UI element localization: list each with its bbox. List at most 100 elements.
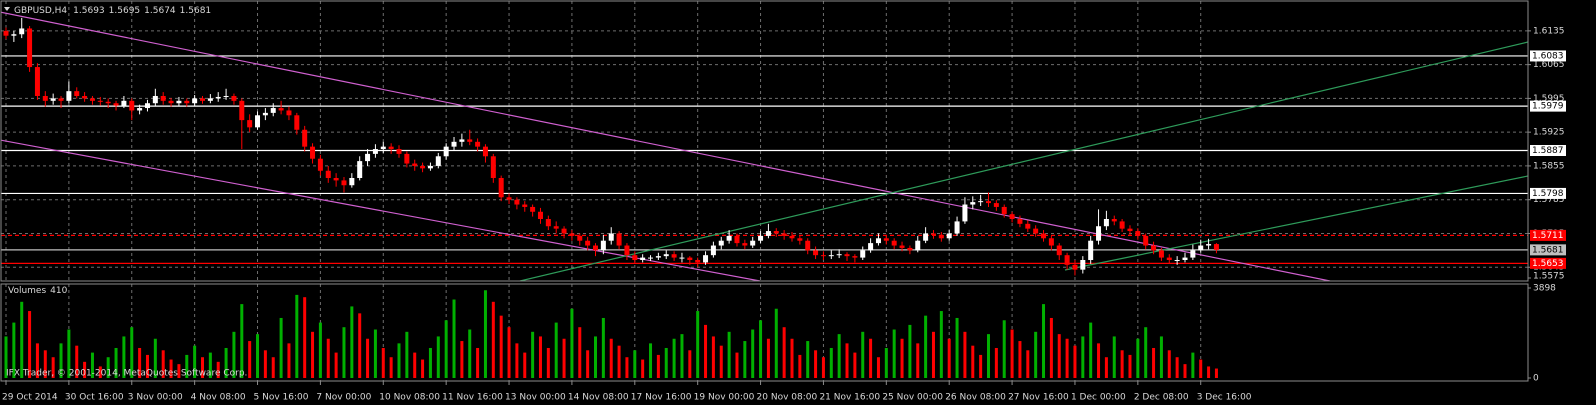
volume-bar — [483, 290, 487, 378]
y-tick-label: 0 — [1533, 374, 1539, 384]
candle-body — [915, 240, 921, 251]
volume-bar — [216, 361, 220, 378]
volume-bar — [759, 320, 763, 378]
candle-body — [121, 100, 127, 106]
volume-bar — [1144, 327, 1148, 378]
price-level-box — [1530, 100, 1566, 112]
volume-bar — [185, 354, 189, 378]
volume-bar — [586, 350, 590, 378]
candle-body — [1064, 255, 1070, 265]
candle-body — [577, 235, 583, 241]
candle-body — [231, 95, 237, 101]
volume-bar — [908, 324, 912, 378]
volume-bar — [1159, 336, 1163, 378]
candle-body — [765, 231, 771, 236]
y-tick-label: 1.6135 — [1533, 26, 1565, 36]
volume-bar — [1207, 366, 1211, 378]
candle-body — [687, 257, 693, 260]
volume-bar — [476, 347, 480, 378]
volume-bar — [1120, 350, 1124, 378]
candle-body — [820, 255, 826, 257]
x-tick-label: 3 Nov 00:00 — [128, 393, 183, 403]
candle-body — [1033, 228, 1039, 234]
candle-body — [1096, 226, 1102, 241]
candle-body — [255, 115, 261, 128]
volume-bar — [711, 336, 715, 378]
candle-body — [695, 259, 701, 263]
candle-body — [986, 201, 991, 204]
volume-bar — [1081, 336, 1085, 378]
candle-body — [868, 243, 874, 251]
candle-body — [813, 250, 819, 256]
candle-body — [34, 67, 40, 96]
y-tick-label: 1.6065 — [1533, 60, 1565, 70]
candle-body — [1135, 231, 1141, 236]
volume-bar — [169, 359, 173, 378]
candle-body — [380, 146, 386, 150]
volume-bar — [444, 320, 448, 378]
volume-bar — [389, 357, 393, 378]
candle-body — [632, 255, 638, 260]
volume-bar — [719, 345, 723, 378]
volume-bar — [1065, 338, 1069, 378]
volume-bar — [562, 338, 566, 378]
volume-bar — [507, 327, 511, 378]
volume-bar — [1057, 334, 1061, 378]
candle-body — [970, 202, 976, 205]
candle-body — [372, 149, 378, 154]
candle-body — [1001, 206, 1007, 215]
volume-bar — [1175, 357, 1179, 378]
volume-bar — [664, 347, 668, 378]
candle-body — [1158, 250, 1164, 258]
volume-bar — [1089, 322, 1093, 378]
candle-body — [852, 256, 858, 258]
candle-body — [1151, 245, 1157, 251]
volume-bar — [224, 347, 228, 378]
volume-bar — [971, 345, 975, 378]
candle-body — [553, 226, 559, 229]
candle-body — [317, 158, 323, 171]
candle-body — [247, 120, 253, 128]
volume-bar — [625, 357, 629, 378]
y-tick-label: 1.5925 — [1533, 128, 1565, 138]
volume-bar — [350, 306, 354, 378]
candle-body — [1009, 214, 1015, 219]
volume-bar — [649, 343, 653, 378]
price-panel-border — [0, 0, 1529, 282]
candle-body — [726, 235, 732, 241]
candle-body — [192, 98, 198, 104]
price-level-label: 1.5653 — [1532, 259, 1564, 269]
candle-body — [200, 98, 205, 101]
candle-body — [608, 233, 614, 241]
candle-body — [1166, 257, 1172, 260]
volume-bar — [1049, 317, 1053, 378]
volume-bar — [287, 343, 291, 378]
candle-body — [129, 100, 135, 111]
volume-bar — [193, 345, 197, 378]
price-level-box — [1530, 257, 1566, 269]
volume-bar — [994, 347, 998, 378]
candle-body — [506, 197, 512, 200]
candle-body — [1056, 245, 1062, 256]
volume-bar — [601, 317, 605, 378]
candle-body — [467, 139, 473, 142]
candle-body — [569, 233, 575, 236]
x-tick-label: 3 Dec 16:00 — [1197, 393, 1252, 403]
volume-bar — [751, 329, 755, 378]
candle-body — [443, 146, 449, 157]
candle-body — [66, 91, 72, 101]
volume-bar — [1183, 364, 1187, 378]
x-tick-label: 21 Nov 16:00 — [819, 393, 880, 403]
x-tick-label: 19 Nov 00:00 — [694, 393, 755, 403]
candle-body — [1174, 259, 1180, 261]
volume-bar — [641, 359, 645, 378]
candle-body — [954, 221, 960, 234]
menu-arrow[interactable] — [4, 7, 10, 11]
volume-bar — [798, 354, 802, 378]
volume-bar — [436, 336, 440, 378]
volume-bar — [947, 338, 951, 378]
candle-body — [89, 98, 95, 101]
volume-bar — [931, 331, 935, 378]
candle-body — [144, 103, 150, 109]
candle-body — [671, 254, 677, 258]
